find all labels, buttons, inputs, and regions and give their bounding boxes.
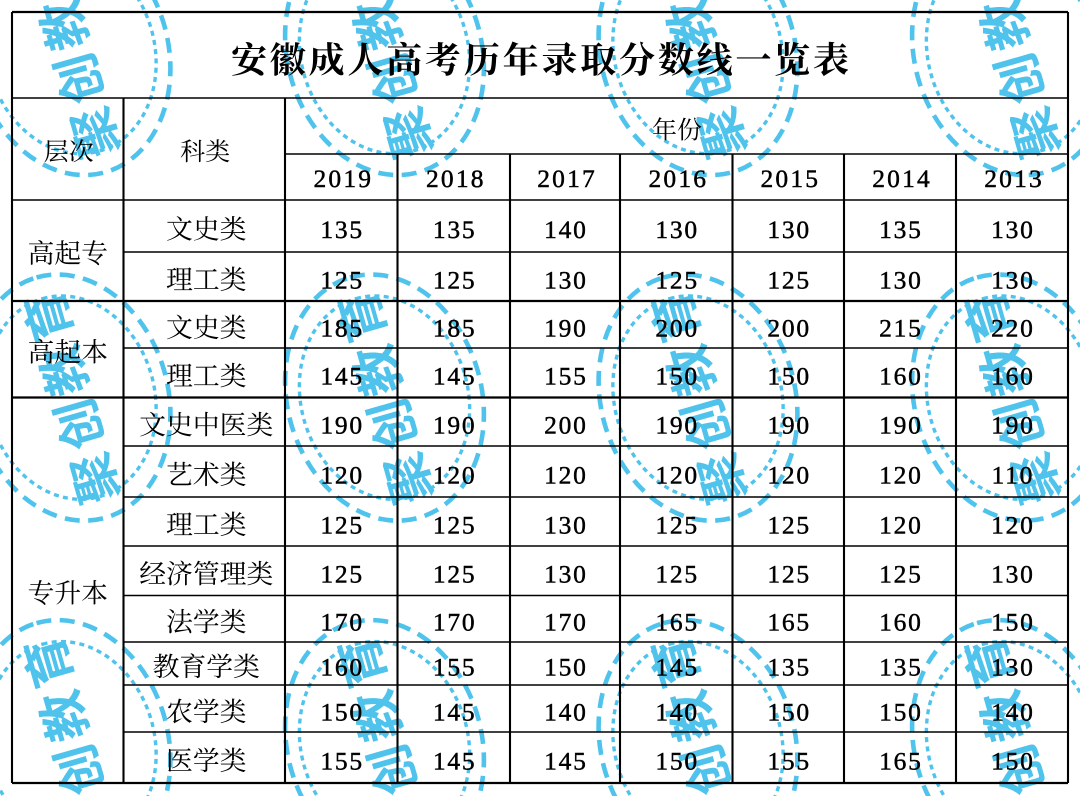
svg-text:125: 125 (767, 560, 811, 589)
svg-text:200: 200 (767, 313, 811, 342)
svg-text:130: 130 (991, 652, 1035, 681)
svg-text:150: 150 (544, 652, 588, 681)
svg-text:150: 150 (879, 697, 923, 726)
svg-text:2014: 2014 (872, 164, 932, 193)
svg-text:190: 190 (544, 313, 588, 342)
svg-text:220: 220 (991, 313, 1035, 342)
svg-text:190: 190 (655, 411, 699, 440)
svg-text:120: 120 (320, 460, 364, 489)
svg-text:130: 130 (655, 215, 699, 244)
svg-text:120: 120 (991, 510, 1035, 539)
svg-text:130: 130 (767, 215, 811, 244)
svg-text:190: 190 (320, 411, 364, 440)
svg-text:2019: 2019 (313, 164, 373, 193)
svg-text:160: 160 (320, 652, 364, 681)
svg-text:160: 160 (879, 608, 923, 637)
svg-text:130: 130 (991, 265, 1035, 294)
svg-text:130: 130 (544, 265, 588, 294)
svg-text:190: 190 (879, 411, 923, 440)
svg-text:160: 160 (991, 362, 1035, 391)
svg-text:130: 130 (991, 215, 1035, 244)
svg-text:135: 135 (879, 652, 923, 681)
svg-text:165: 165 (767, 608, 811, 637)
svg-text:200: 200 (655, 313, 699, 342)
svg-text:125: 125 (320, 510, 364, 539)
svg-text:170: 170 (433, 608, 477, 637)
svg-text:145: 145 (544, 746, 588, 775)
svg-text:190: 190 (767, 411, 811, 440)
svg-text:155: 155 (320, 746, 364, 775)
svg-text:120: 120 (879, 460, 923, 489)
svg-text:135: 135 (879, 215, 923, 244)
svg-text:155: 155 (767, 746, 811, 775)
svg-text:125: 125 (767, 265, 811, 294)
svg-text:155: 155 (544, 362, 588, 391)
svg-text:155: 155 (433, 652, 477, 681)
svg-text:125: 125 (879, 560, 923, 589)
svg-text:125: 125 (320, 265, 364, 294)
svg-text:120: 120 (767, 460, 811, 489)
svg-text:150: 150 (991, 746, 1035, 775)
svg-text:125: 125 (767, 510, 811, 539)
svg-text:145: 145 (655, 652, 699, 681)
svg-text:150: 150 (320, 697, 364, 726)
svg-text:185: 185 (433, 313, 477, 342)
svg-text:145: 145 (320, 362, 364, 391)
svg-text:190: 190 (433, 411, 477, 440)
svg-text:150: 150 (655, 362, 699, 391)
svg-text:125: 125 (655, 560, 699, 589)
svg-text:165: 165 (879, 746, 923, 775)
svg-text:125: 125 (433, 265, 477, 294)
svg-text:130: 130 (879, 265, 923, 294)
svg-text:135: 135 (320, 215, 364, 244)
svg-text:125: 125 (433, 560, 477, 589)
svg-text:170: 170 (320, 608, 364, 637)
svg-text:140: 140 (544, 215, 588, 244)
svg-text:170: 170 (544, 608, 588, 637)
svg-text:150: 150 (655, 746, 699, 775)
svg-text:125: 125 (655, 510, 699, 539)
svg-text:215: 215 (879, 313, 923, 342)
svg-text:130: 130 (991, 560, 1035, 589)
svg-text:2016: 2016 (648, 164, 708, 193)
svg-text:140: 140 (544, 697, 588, 726)
svg-text:135: 135 (433, 215, 477, 244)
svg-text:135: 135 (767, 652, 811, 681)
svg-text:145: 145 (433, 362, 477, 391)
svg-text:2018: 2018 (426, 164, 486, 193)
svg-text:160: 160 (879, 362, 923, 391)
svg-text:110: 110 (992, 460, 1035, 489)
svg-text:145: 145 (433, 746, 477, 775)
svg-text:2015: 2015 (760, 164, 820, 193)
svg-text:2013: 2013 (984, 164, 1044, 193)
svg-text:125: 125 (433, 510, 477, 539)
svg-text:140: 140 (655, 697, 699, 726)
svg-text:150: 150 (767, 697, 811, 726)
svg-text:150: 150 (767, 362, 811, 391)
svg-text:2017: 2017 (537, 164, 597, 193)
svg-text:200: 200 (544, 411, 588, 440)
svg-text:165: 165 (655, 608, 699, 637)
svg-text:125: 125 (320, 560, 364, 589)
svg-text:185: 185 (320, 313, 364, 342)
svg-text:130: 130 (544, 510, 588, 539)
svg-text:145: 145 (433, 697, 477, 726)
svg-text:120: 120 (433, 460, 477, 489)
svg-text:120: 120 (544, 460, 588, 489)
svg-text:120: 120 (655, 460, 699, 489)
svg-text:150: 150 (991, 608, 1035, 637)
svg-text:125: 125 (655, 265, 699, 294)
svg-text:140: 140 (991, 697, 1035, 726)
svg-text:190: 190 (991, 411, 1035, 440)
svg-text:120: 120 (879, 510, 923, 539)
svg-text:130: 130 (544, 560, 588, 589)
